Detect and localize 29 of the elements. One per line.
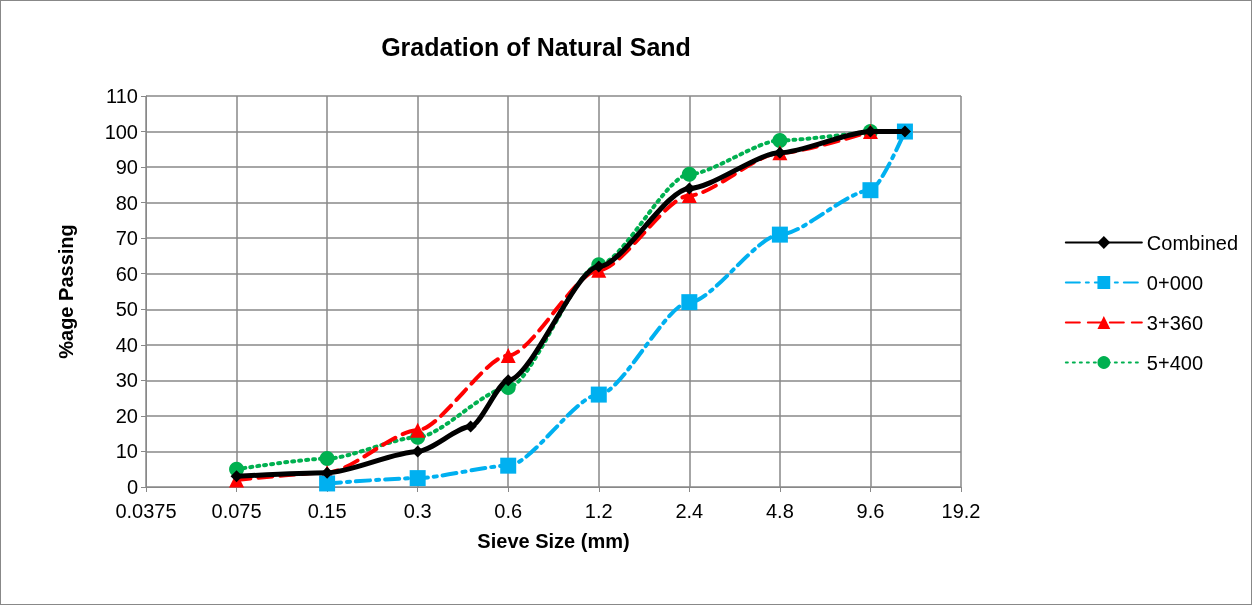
legend-label: 3+360: [1146, 311, 1204, 334]
x-tick-label: 0.6: [494, 500, 523, 522]
y-tick-label: 30: [115, 369, 138, 392]
y-tick-label: 80: [115, 191, 138, 214]
legend-label: 0+000: [1146, 271, 1204, 294]
chart-title: Gradation of Natural Sand: [381, 32, 691, 61]
x-tick-label: 9.6: [856, 500, 885, 522]
legend-label: Combined: [1146, 231, 1239, 254]
x-tick-label: 1.2: [584, 500, 613, 522]
x-tick-label: 4.8: [765, 500, 794, 522]
y-tick-label: 20: [115, 404, 138, 427]
x-tick-label: 0.15: [307, 500, 347, 522]
y-tick-label: 50: [115, 298, 138, 321]
x-tick-label: 2.4: [675, 500, 704, 522]
y-tick-label: 70: [115, 227, 138, 250]
y-tick-label: 100: [104, 120, 138, 143]
y-tick-label: 110: [106, 85, 138, 107]
y-tick-label: 60: [115, 262, 138, 285]
y-tick-label: 90: [115, 156, 138, 179]
y-axis-title: %age Passing: [55, 224, 77, 359]
x-tick-label: 0.075: [211, 500, 262, 522]
x-axis-title: Sieve Size (mm): [477, 530, 630, 552]
x-tick-label: 0.3: [403, 500, 432, 522]
legend-label: 5+400: [1146, 351, 1204, 374]
x-tick-label: 0.0375: [115, 500, 177, 522]
x-tick-label: 19.2: [941, 500, 981, 522]
y-tick-label: 0: [126, 476, 138, 498]
y-tick-label: 10: [115, 440, 138, 463]
y-tick-label: 40: [115, 333, 138, 356]
